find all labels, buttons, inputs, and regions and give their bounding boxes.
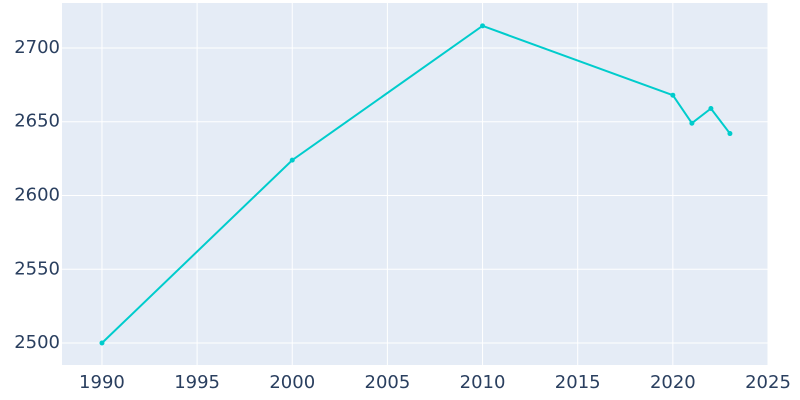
point bbox=[289, 157, 295, 163]
point bbox=[480, 23, 486, 29]
point bbox=[689, 120, 695, 126]
x-tick-label: 1990 bbox=[79, 372, 125, 393]
point bbox=[708, 105, 714, 111]
plot-area bbox=[62, 3, 768, 365]
y-tick-label: 2700 bbox=[14, 37, 60, 58]
x-tick-label: 2000 bbox=[269, 372, 315, 393]
x-tick-label: 2015 bbox=[555, 372, 601, 393]
y-tick-label: 2500 bbox=[14, 332, 60, 353]
point bbox=[727, 131, 733, 137]
x-tick-label: 2025 bbox=[745, 372, 791, 393]
y-tick-label: 2550 bbox=[14, 258, 60, 279]
x-tick-label: 2020 bbox=[650, 372, 696, 393]
point bbox=[670, 92, 676, 98]
y-tick-label: 2600 bbox=[14, 185, 60, 206]
point bbox=[99, 340, 105, 346]
x-tick-label: 2005 bbox=[365, 372, 411, 393]
y-tick-label: 2650 bbox=[14, 111, 60, 132]
x-tick-label: 1995 bbox=[174, 372, 220, 393]
x-tick-label: 2010 bbox=[460, 372, 506, 393]
